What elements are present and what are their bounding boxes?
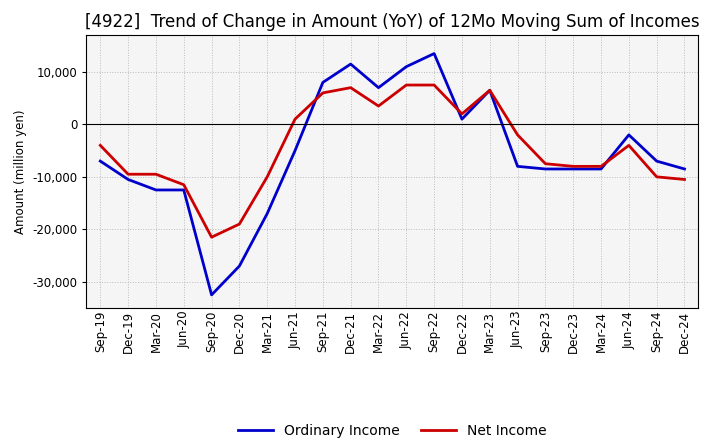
Net Income: [346, 85, 355, 90]
Net Income: [513, 132, 522, 138]
Net Income: [458, 111, 467, 117]
Ordinary Income: [179, 187, 188, 193]
Legend: Ordinary Income, Net Income: Ordinary Income, Net Income: [233, 418, 552, 440]
Net Income: [318, 90, 327, 95]
Ordinary Income: [96, 158, 104, 164]
Ordinary Income: [207, 292, 216, 297]
Ordinary Income: [263, 211, 271, 216]
Ordinary Income: [624, 132, 633, 138]
Ordinary Income: [374, 85, 383, 90]
Net Income: [291, 117, 300, 122]
Net Income: [96, 143, 104, 148]
Ordinary Income: [597, 166, 606, 172]
Net Income: [374, 103, 383, 109]
Net Income: [235, 221, 243, 227]
Net Income: [402, 82, 410, 88]
Net Income: [263, 174, 271, 180]
Ordinary Income: [235, 264, 243, 269]
Ordinary Income: [652, 158, 661, 164]
Ordinary Income: [541, 166, 550, 172]
Ordinary Income: [458, 117, 467, 122]
Net Income: [624, 143, 633, 148]
Ordinary Income: [402, 64, 410, 70]
Ordinary Income: [318, 80, 327, 85]
Ordinary Income: [346, 62, 355, 67]
Net Income: [541, 161, 550, 166]
Net Income: [179, 182, 188, 187]
Net Income: [652, 174, 661, 180]
Ordinary Income: [680, 166, 689, 172]
Net Income: [680, 177, 689, 182]
Ordinary Income: [124, 177, 132, 182]
Ordinary Income: [485, 88, 494, 93]
Title: [4922]  Trend of Change in Amount (YoY) of 12Mo Moving Sum of Incomes: [4922] Trend of Change in Amount (YoY) o…: [85, 13, 700, 31]
Line: Net Income: Net Income: [100, 85, 685, 237]
Net Income: [430, 82, 438, 88]
Ordinary Income: [291, 148, 300, 153]
Net Income: [485, 88, 494, 93]
Ordinary Income: [152, 187, 161, 193]
Line: Ordinary Income: Ordinary Income: [100, 54, 685, 295]
Net Income: [207, 235, 216, 240]
Ordinary Income: [513, 164, 522, 169]
Ordinary Income: [430, 51, 438, 56]
Net Income: [569, 164, 577, 169]
Y-axis label: Amount (million yen): Amount (million yen): [14, 110, 27, 234]
Net Income: [597, 164, 606, 169]
Net Income: [152, 172, 161, 177]
Net Income: [124, 172, 132, 177]
Ordinary Income: [569, 166, 577, 172]
